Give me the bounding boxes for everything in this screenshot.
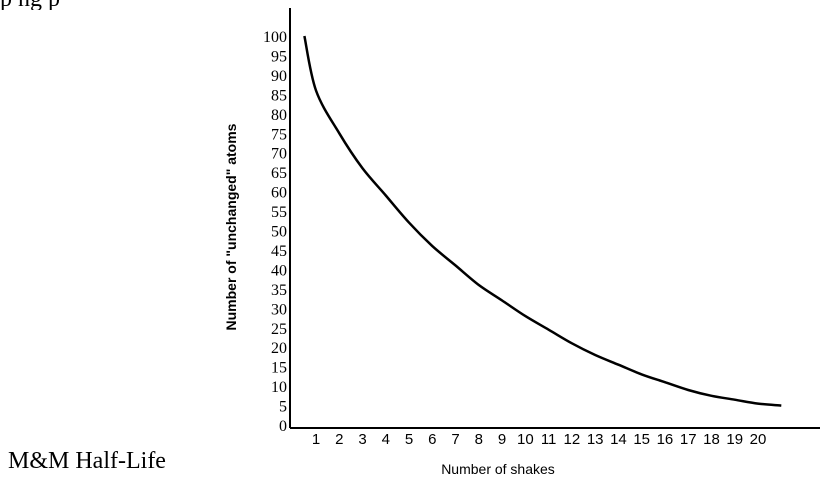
chart-caption: M&M Half-Life — [8, 448, 166, 474]
x-tick-label: 1 — [312, 431, 320, 448]
x-tick-label: 18 — [703, 431, 720, 448]
y-tick-label: 10 — [271, 379, 287, 396]
x-tick-label: 16 — [657, 431, 674, 448]
x-tick-label: 11 — [541, 431, 557, 448]
y-tick-label: 55 — [271, 204, 287, 221]
y-tick-label: 100 — [263, 29, 287, 46]
x-tick-labels: 1 2 3 4 5 6 7 8 9 10 11 12 13 14 15 16 17 18 19 20 — [312, 431, 767, 448]
y-tick-label: 15 — [271, 360, 287, 377]
x-tick-label: 14 — [610, 431, 627, 448]
y-tick-label: 95 — [271, 48, 287, 65]
x-tick-label: 8 — [475, 431, 483, 448]
x-tick-label: 19 — [726, 431, 743, 448]
cropped-header-text: p ng p — [0, 0, 60, 10]
y-tick-label: 50 — [271, 224, 287, 241]
y-tick-label: 35 — [271, 282, 287, 299]
y-tick-label: 20 — [271, 340, 287, 357]
x-tick-label: 15 — [633, 431, 650, 448]
decay-curve — [303, 35, 782, 407]
x-tick-label: 6 — [428, 431, 436, 448]
x-tick-label: 12 — [564, 431, 581, 448]
y-tick-label: 30 — [271, 301, 287, 318]
y-tick-label: 25 — [271, 321, 287, 338]
y-tick-label: 70 — [271, 146, 287, 163]
y-tick-label: 90 — [271, 68, 287, 85]
x-tick-label: 3 — [358, 431, 366, 448]
y-tick-label: 45 — [271, 243, 287, 260]
x-tick-label: 10 — [517, 431, 534, 448]
y-tick-label: 65 — [271, 165, 287, 182]
x-tick-label: 9 — [498, 431, 506, 448]
x-tick-label: 7 — [451, 431, 459, 448]
y-tick-label: 40 — [271, 262, 287, 279]
y-tick-label: 80 — [271, 107, 287, 124]
x-tick-label: 13 — [587, 431, 604, 448]
y-tick-label: 0 — [279, 418, 287, 435]
y-axis-label: Number of "unchanged" atoms — [223, 123, 239, 330]
y-tick-label: 60 — [271, 185, 287, 202]
y-tick-label: 5 — [279, 399, 287, 416]
y-tick-labels: 0 5 10 15 20 25 30 35 40 45 50 55 60 65 70 75 80 85 90 95 10… — [263, 29, 287, 435]
x-tick-label: 2 — [335, 431, 343, 448]
y-tick-label: 75 — [271, 126, 287, 143]
x-tick-label: 4 — [382, 431, 390, 448]
x-tick-label: 5 — [405, 431, 413, 448]
x-tick-label: 20 — [750, 431, 767, 448]
y-tick-label: 85 — [271, 87, 287, 104]
x-axis-label: Number of shakes — [441, 461, 555, 477]
x-tick-label: 17 — [680, 431, 697, 448]
